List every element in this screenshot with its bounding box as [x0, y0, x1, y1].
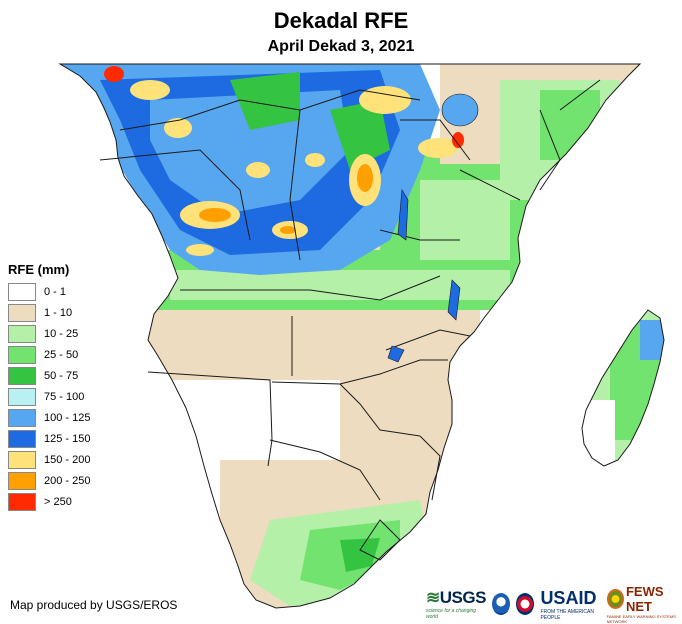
- globe-icon: [606, 589, 624, 609]
- mainland-rainfall: [60, 64, 640, 608]
- fewsnet-logo-text: FEWS NET: [625, 584, 664, 614]
- legend-label: 75 - 100: [44, 390, 85, 403]
- map-title: Dekadal RFE: [273, 8, 409, 33]
- legend-swatch: [8, 387, 36, 406]
- legend-swatch: [8, 303, 36, 322]
- legend-rows: 0 - 1 1 - 10 10 - 25 25 - 50 50 - 75 75 - 100…: [8, 281, 90, 512]
- legend-item: 25 - 50: [8, 344, 90, 365]
- legend-label: 125 - 150: [44, 432, 91, 445]
- legend-swatch: [8, 282, 36, 301]
- legend-item: 200 - 250: [8, 470, 90, 491]
- legend-swatch: [8, 471, 36, 490]
- legend-label: 200 - 250: [44, 474, 91, 487]
- usaid-logo-text: USAID: [540, 587, 597, 608]
- fewsnet-logo: FEWS NET FAMINE EARLY WARNING SYSTEMS NE…: [606, 584, 682, 624]
- legend-item: 1 - 10: [8, 302, 90, 323]
- legend: RFE (mm) 0 - 1 1 - 10 10 - 25 25 - 50 50 - 7…: [8, 262, 90, 512]
- usgs-logo-text: USGS: [439, 588, 487, 607]
- noaa-seal-icon: [491, 593, 511, 615]
- lakes: [387, 93, 479, 363]
- legend-swatch: [8, 492, 36, 511]
- usaid-seal-icon: [516, 593, 535, 615]
- legend-item: > 250: [8, 491, 90, 512]
- legend-item: 0 - 1: [8, 281, 90, 302]
- legend-label: 10 - 25: [44, 327, 79, 340]
- legend-swatch: [8, 345, 36, 364]
- legend-swatch: [8, 366, 36, 385]
- legend-swatch: [8, 429, 36, 448]
- fewsnet-tagline: FAMINE EARLY WARNING SYSTEMS NETWORK: [606, 614, 676, 624]
- legend-item: 125 - 150: [8, 428, 90, 449]
- legend-item: 150 - 200: [8, 449, 90, 470]
- legend-label: 50 - 75: [44, 369, 79, 382]
- legend-title: RFE (mm): [8, 262, 70, 277]
- map-credit: Map produced by USGS/EROS: [10, 598, 178, 612]
- legend-label: 0 - 1: [44, 285, 67, 298]
- legend-swatch: [8, 450, 36, 469]
- usgs-logo: ≋USGS science for a changing world: [426, 588, 486, 620]
- legend-swatch: [8, 408, 36, 427]
- legend-label: 150 - 200: [44, 453, 91, 466]
- legend-item: 50 - 75: [8, 365, 90, 386]
- usaid-tagline: FROM THE AMERICAN PEOPLE: [540, 608, 594, 621]
- legend-item: 100 - 125: [8, 407, 90, 428]
- legend-swatch: [8, 324, 36, 343]
- madagascar-rainfall: [582, 310, 664, 466]
- legend-label: 100 - 125: [44, 411, 91, 424]
- legend-item: 10 - 25: [8, 323, 90, 344]
- map-subtitle: April Dekad 3, 2021: [267, 38, 415, 55]
- usaid-logo: USAID FROM THE AMERICAN PEOPLE: [540, 588, 602, 621]
- usgs-tagline: science for a changing world: [426, 608, 477, 620]
- legend-label: 25 - 50: [44, 348, 79, 361]
- legend-item: 75 - 100: [8, 386, 90, 407]
- logo-strip: ≋USGS science for a changing world USAID…: [426, 584, 682, 624]
- legend-label: > 250: [44, 495, 72, 508]
- country-borders: [59, 63, 665, 609]
- legend-label: 1 - 10: [44, 306, 73, 319]
